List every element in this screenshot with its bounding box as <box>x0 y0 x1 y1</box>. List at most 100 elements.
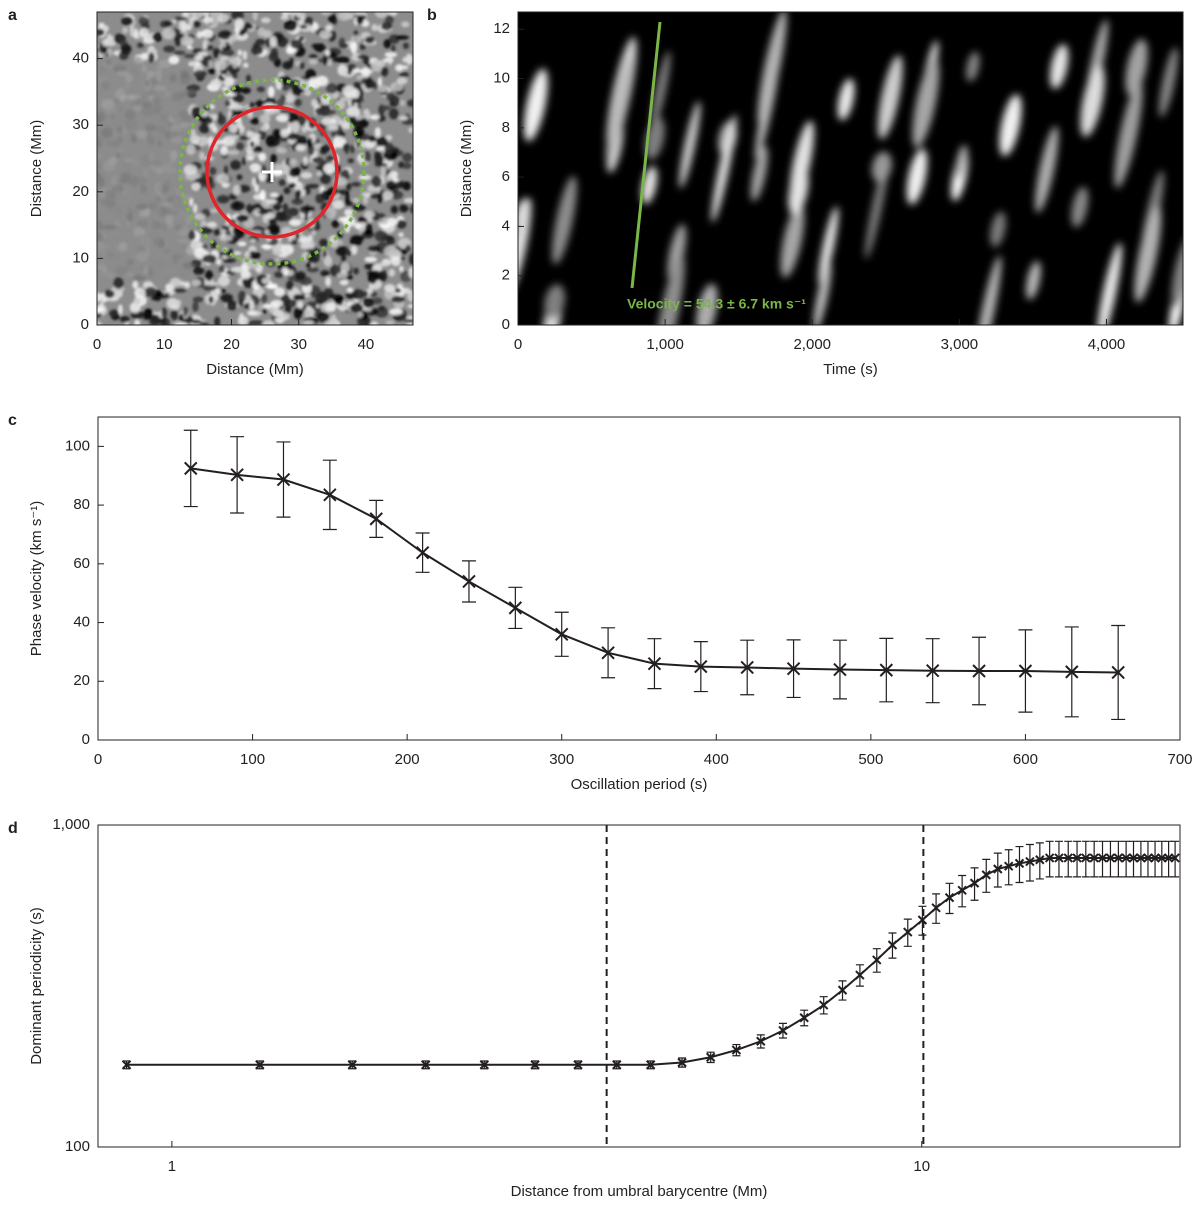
image-blob <box>101 232 107 239</box>
image-blob <box>284 93 295 104</box>
image-streak <box>1134 206 1162 303</box>
image-blob <box>328 316 339 325</box>
image-blob <box>385 217 398 227</box>
image-blob <box>371 297 383 305</box>
image-blob <box>267 86 275 98</box>
image-blob <box>146 70 157 77</box>
image-blob <box>133 194 141 207</box>
image-blob <box>325 49 330 56</box>
image-blob <box>170 309 179 321</box>
image-blob <box>301 126 308 133</box>
data-marker <box>1143 853 1153 863</box>
data-marker <box>694 659 708 674</box>
image-blob <box>119 147 124 153</box>
image-blob <box>345 274 353 280</box>
x-tick-label: 0 <box>514 336 522 353</box>
image-blob <box>268 51 279 62</box>
image-blob <box>302 156 309 166</box>
x-tick-label: 10 <box>913 1158 930 1175</box>
image-blob <box>103 224 117 231</box>
image-blob <box>280 15 289 21</box>
image-blob <box>266 212 275 220</box>
data-marker <box>369 512 383 526</box>
image-streak <box>789 120 814 205</box>
image-blob <box>293 181 304 191</box>
image-blob <box>140 105 154 116</box>
plot-frame <box>97 416 1181 741</box>
image-blob <box>406 99 413 107</box>
image-blob <box>97 273 100 282</box>
image-streak <box>518 198 531 232</box>
data-marker <box>420 1060 431 1070</box>
image-blob <box>336 272 349 279</box>
image-blob <box>228 41 234 46</box>
image-blob <box>173 322 188 325</box>
image-blob <box>192 202 198 214</box>
image-blob <box>342 200 355 206</box>
image-blob <box>194 213 206 221</box>
image-blob <box>150 274 156 279</box>
image-blob <box>108 309 117 317</box>
image-blob <box>149 316 161 325</box>
image-blob <box>388 268 396 277</box>
image-blob <box>169 150 178 160</box>
image-blob <box>222 258 237 263</box>
data-marker <box>1063 853 1073 863</box>
image-blob <box>399 72 410 78</box>
image-blob <box>174 299 182 307</box>
image-blob <box>295 189 300 202</box>
image-blob <box>274 287 286 297</box>
data-marker <box>972 664 986 678</box>
image-blob <box>97 115 102 125</box>
image-blob <box>219 55 230 61</box>
image-blob <box>220 145 229 156</box>
image-blob <box>295 271 306 280</box>
image-blob <box>380 105 392 111</box>
image-blob <box>350 245 358 255</box>
image-blob <box>111 129 119 138</box>
image-blob <box>389 308 403 316</box>
image-blob <box>241 156 247 166</box>
image-streak <box>955 145 968 180</box>
image-blob <box>342 85 357 98</box>
image-blob <box>362 297 374 308</box>
image-blob <box>241 87 251 94</box>
image-blob <box>373 81 379 90</box>
data-marker <box>740 660 754 675</box>
image-blob <box>288 182 297 188</box>
data-marker <box>1097 853 1108 863</box>
image-blob <box>308 77 321 90</box>
data-marker <box>756 1036 766 1046</box>
image-blob <box>223 165 229 176</box>
y-tick-label: 100 <box>65 1138 90 1155</box>
image-blob <box>317 291 328 301</box>
image-blob <box>304 213 309 222</box>
image-blob <box>371 175 382 188</box>
outer-circle <box>178 78 366 266</box>
image-blob <box>270 153 277 164</box>
image-blob <box>170 158 176 164</box>
data-marker <box>255 1060 265 1070</box>
image-blob <box>325 24 333 31</box>
image-blob <box>202 16 214 25</box>
image-blob <box>402 42 409 50</box>
image-blob <box>183 53 198 59</box>
image-blob <box>242 62 249 68</box>
image-blob <box>173 288 187 293</box>
image-blob <box>376 136 388 147</box>
image-blob <box>284 298 297 308</box>
data-marker <box>855 970 865 980</box>
image-blob <box>169 73 177 83</box>
data-marker <box>872 955 882 965</box>
image-blob <box>102 270 111 280</box>
y-tick-label: 1,000 <box>52 816 90 833</box>
image-blob <box>197 135 210 146</box>
image-blob <box>218 265 225 274</box>
image-blob <box>293 307 302 320</box>
image-blob <box>251 177 257 187</box>
image-streak <box>750 145 768 202</box>
y-tick-label: 80 <box>73 496 90 513</box>
image-blob <box>275 211 287 222</box>
image-blob <box>170 92 185 102</box>
image-streak <box>1125 39 1148 97</box>
